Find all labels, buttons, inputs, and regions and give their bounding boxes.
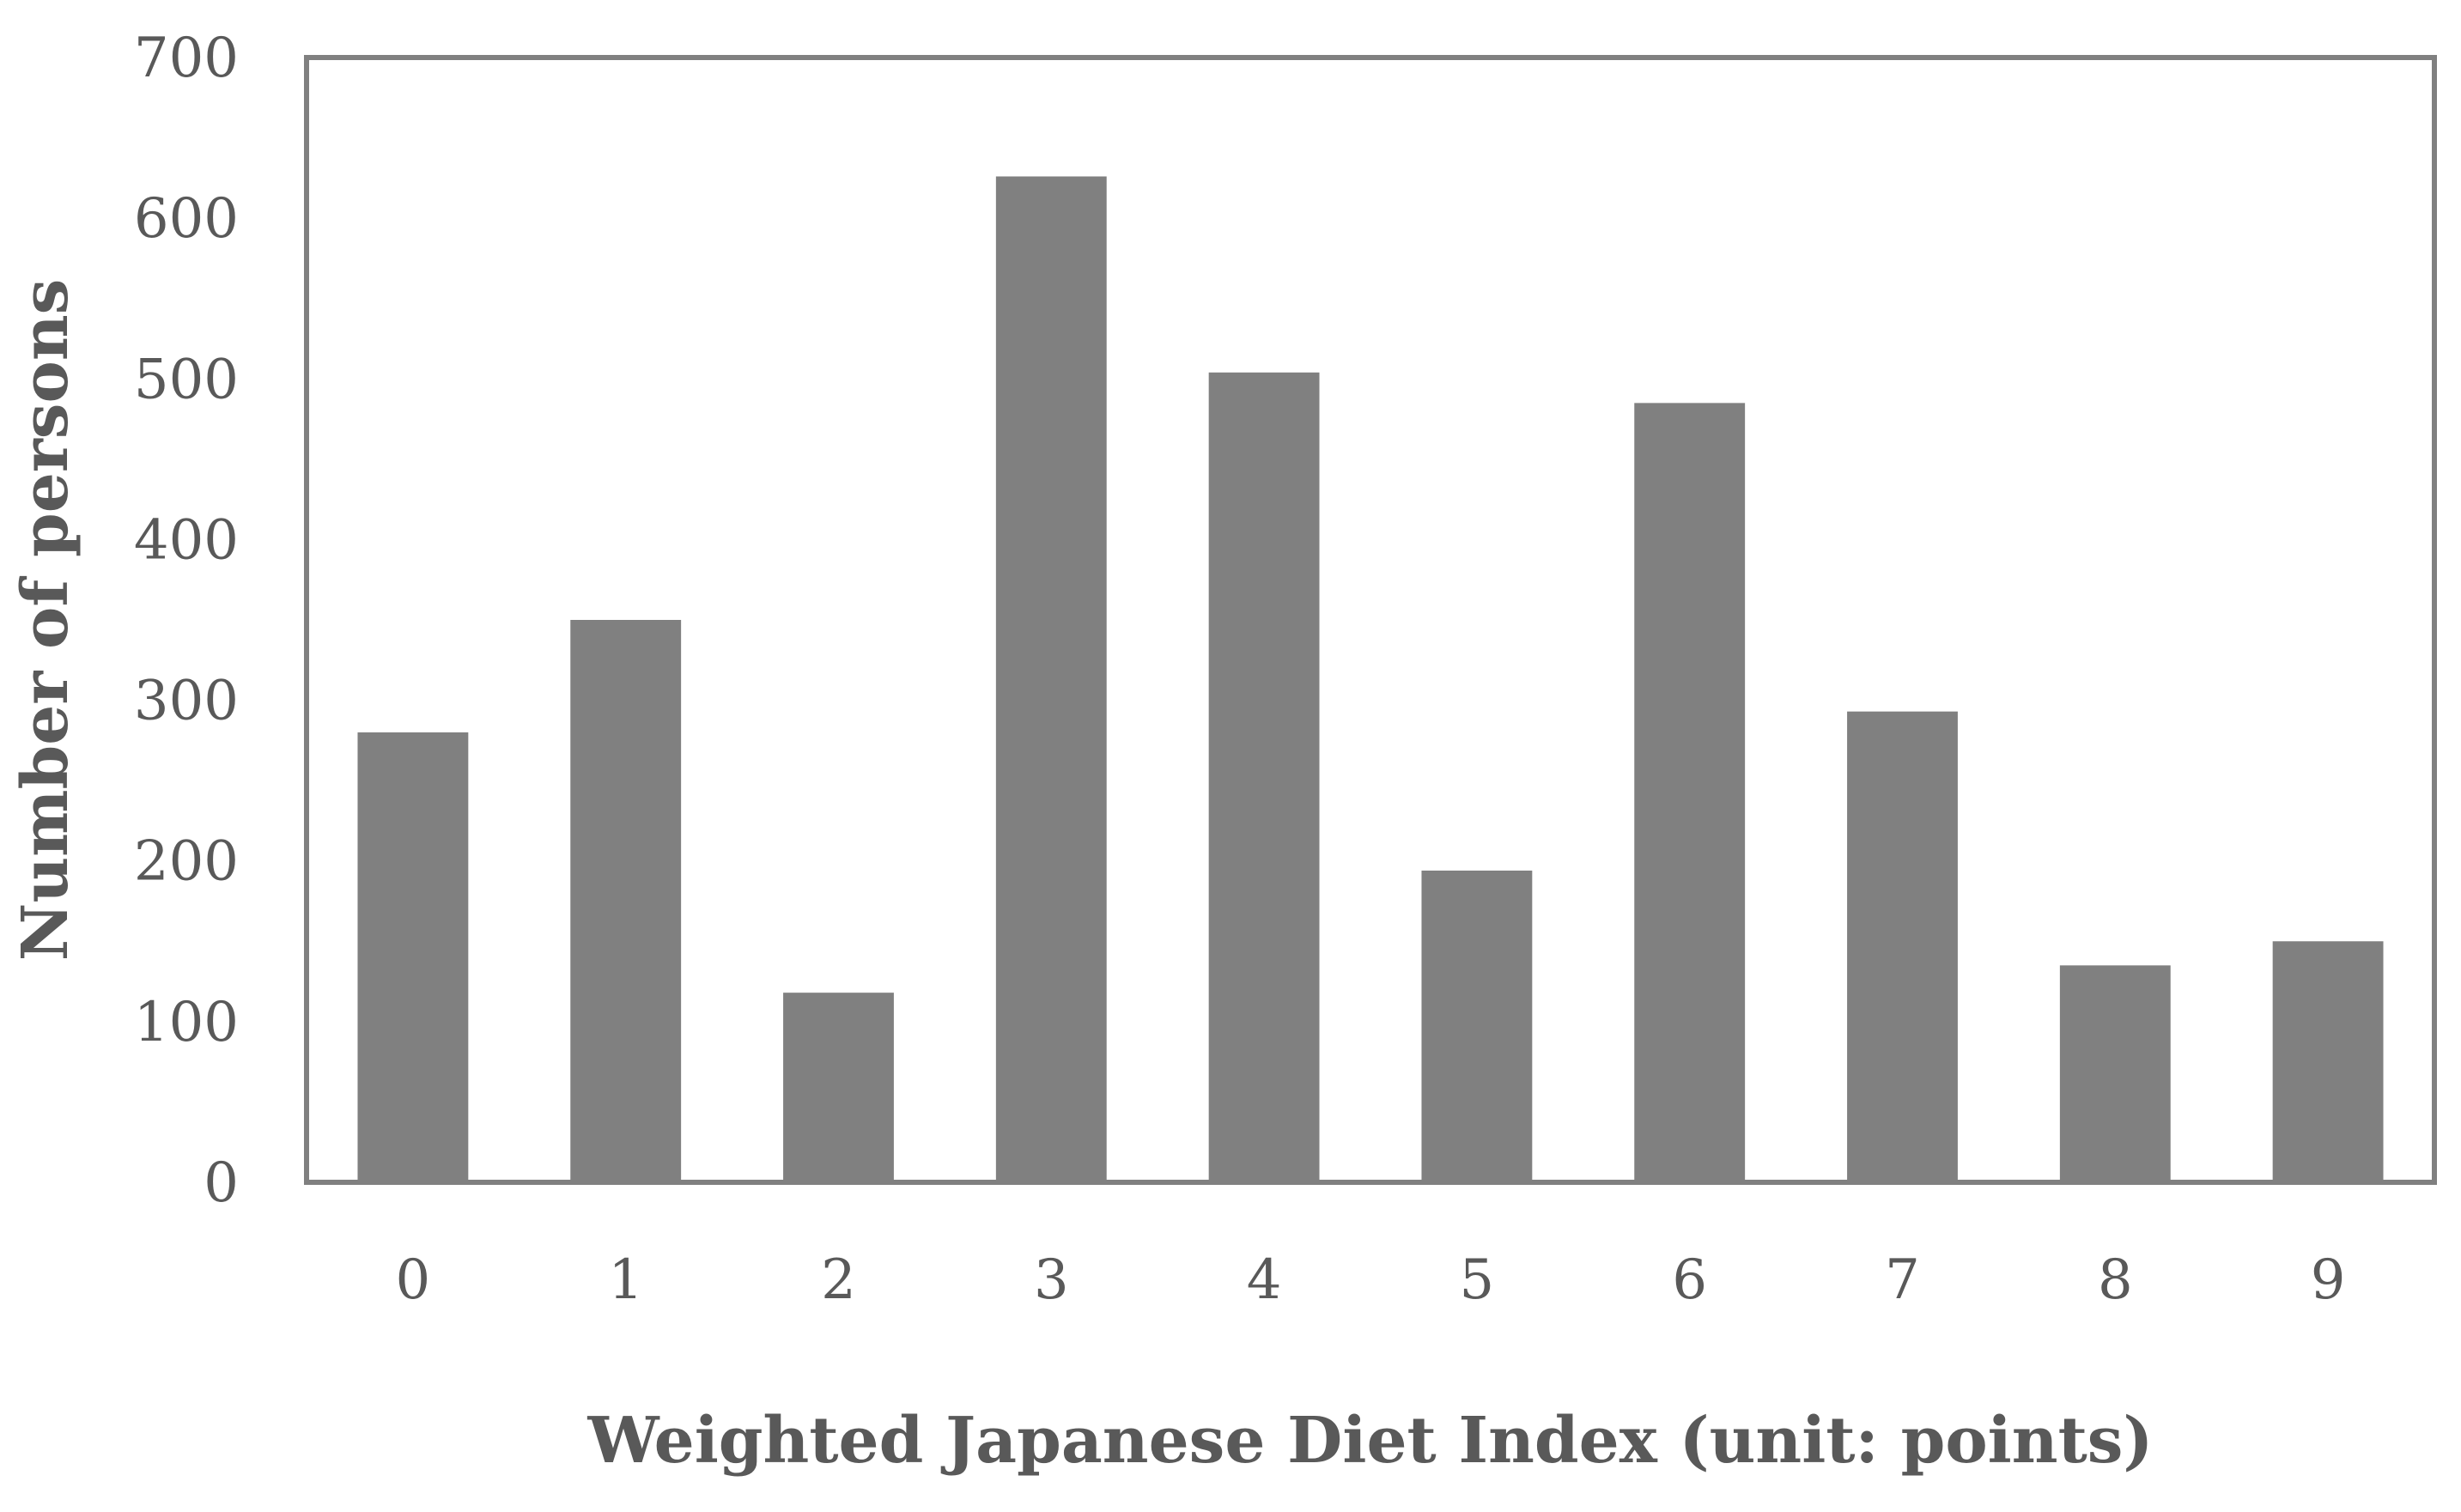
x-tick-label: 4 xyxy=(1247,1248,1282,1312)
bars xyxy=(357,176,2384,1182)
bar xyxy=(995,176,1107,1182)
bar xyxy=(1847,711,1958,1182)
bar xyxy=(2272,941,2384,1182)
x-tick-label: 0 xyxy=(396,1248,431,1312)
y-axis-title: Number of persons xyxy=(9,279,82,962)
x-tick-label: 2 xyxy=(821,1248,856,1312)
x-axis-title: Weighted Japanese Diet Index (unit: poin… xyxy=(587,1404,2154,1478)
x-axis-ticks: 0 1 2 3 4 5 6 7 8 9 xyxy=(396,1248,2346,1312)
y-tick-label: 200 xyxy=(134,830,239,894)
y-axis-ticks: 0 100 200 300 400 500 600 700 xyxy=(134,27,239,1215)
bar xyxy=(1421,870,1533,1182)
x-tick-label: 7 xyxy=(1885,1248,1920,1312)
bar xyxy=(783,993,894,1182)
x-tick-label: 8 xyxy=(2098,1248,2133,1312)
y-tick-label: 0 xyxy=(204,1151,239,1215)
y-tick-label: 600 xyxy=(134,187,239,251)
bar xyxy=(1208,372,1320,1182)
y-tick-label: 500 xyxy=(134,348,239,411)
y-tick-label: 300 xyxy=(134,670,239,733)
x-tick-label: 6 xyxy=(1672,1248,1707,1312)
bar xyxy=(570,620,682,1182)
plot-frame xyxy=(304,55,2437,1185)
x-tick-label: 9 xyxy=(2311,1248,2346,1312)
bar xyxy=(1634,403,1746,1182)
y-tick-label: 100 xyxy=(134,991,239,1054)
x-tick-label: 1 xyxy=(608,1248,643,1312)
x-tick-label: 3 xyxy=(1034,1248,1069,1312)
bar xyxy=(2059,965,2171,1182)
x-tick-label: 5 xyxy=(1460,1248,1495,1312)
y-tick-label: 700 xyxy=(134,27,239,90)
bar xyxy=(357,732,469,1182)
y-tick-label: 400 xyxy=(134,508,239,572)
